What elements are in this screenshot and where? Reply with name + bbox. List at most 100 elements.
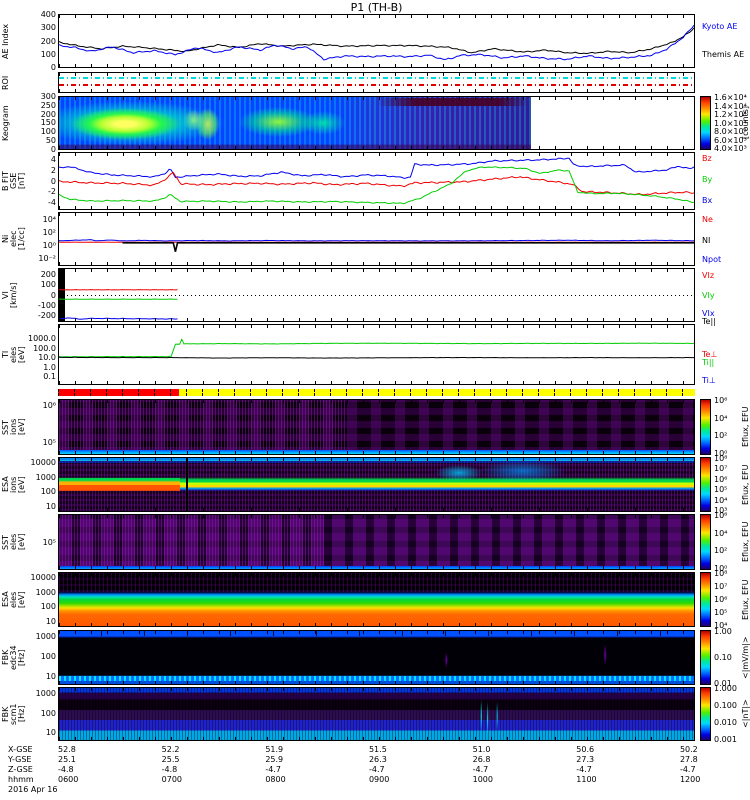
legend-label: NI — [702, 235, 711, 245]
sst-ions-yticks: 10⁶ 10⁵ — [26, 401, 56, 447]
keogram-dark-band — [376, 98, 529, 106]
esa-ions-ylabel: ESA ions [eV] — [1, 476, 26, 493]
plot-title: P1 (TH-B) — [350, 1, 403, 14]
fbk-bfield-colorbar-label: <|nT|> — [741, 699, 750, 729]
colorbar-tick: 1.000 — [714, 684, 737, 693]
fbk-efield-ytick: 10 — [45, 672, 56, 681]
keogram-ytick: 50 — [45, 136, 56, 146]
density-chart — [59, 239, 694, 252]
velocity-ytick: -100 — [37, 300, 56, 310]
fbk-efield-plot-area — [58, 630, 695, 685]
roi-line-red — [59, 83, 694, 86]
sst-electrons-colorbar-ticks: 10⁶ 10⁴ 10² 10⁰ — [714, 512, 744, 573]
esa-electrons-colorbar — [700, 572, 711, 627]
axis-tick-column: 50.2 27.8 -4.7 1200 — [680, 745, 712, 785]
zgse-value: -4.7 — [576, 765, 592, 774]
axis-row-labels: X-GSE Y-GSE Z-GSE hhmm 2016 Apr 16 — [8, 745, 57, 795]
ae-ytick: 300 — [40, 23, 56, 33]
temperature-ytick: 100.0 — [33, 343, 56, 353]
colorbar-tick: 0.01 — [714, 679, 732, 688]
colorbar-tick: 6.0×10³ — [714, 135, 747, 145]
ygse-value: 27.3 — [576, 755, 595, 764]
panel-ae-index: AE Index 400 300 200 100 0 Kyoto AE Themis AE — [0, 11, 750, 72]
keogram-ytick: 0 — [50, 144, 56, 154]
sst-ions-colorbar-ticks: 10⁶ 10⁴ 10² 10⁰ — [714, 397, 744, 458]
esa-electrons-ytick: 100 — [40, 602, 56, 612]
colorbar-tick: 10⁶ — [714, 474, 728, 484]
axis-tick-column: 51.5 26.3 -4.7 0900 — [369, 745, 401, 785]
esa-ions-data-gap — [186, 458, 188, 511]
sst-electrons-bottom-stripe — [59, 566, 694, 569]
legend-label: Te|| — [702, 316, 716, 326]
colorbar-gradient — [701, 688, 710, 740]
bfit-legend: Bz By Bx — [700, 152, 750, 210]
colorbar-tick: 1.6×10⁴ — [714, 93, 747, 102]
sst-ions-ytick: 10⁶ — [42, 401, 56, 410]
esa-electrons-colorbar-label: Eflux, EFU — [741, 579, 750, 620]
keogram-ytick: 100 — [40, 127, 56, 137]
fbk-bfield-colorbar-ticks: 1.000 0.100 0.010 0.001 — [714, 684, 744, 744]
esa-ions-yticks: 10000 1000 100 10 — [26, 459, 56, 511]
density-ylabel: Ni elec [1/cc] — [1, 227, 26, 251]
panel-sst-ions: SST ions [eV] 10⁶ 10⁵ 10⁶ 10⁴ 10² 10⁰ Eflux,… — [0, 397, 750, 458]
sst-electrons-plot-area — [58, 514, 695, 570]
colorbar-gradient — [701, 515, 710, 569]
xgse-value: 52.8 — [58, 745, 76, 754]
colorbar-gradient — [701, 631, 710, 684]
sst-ions-plot-area — [58, 399, 695, 455]
colorbar-tick: 10⁸ — [714, 569, 728, 578]
colorbar-tick: 1.00 — [714, 627, 732, 636]
legend-label: Ti⊥ — [702, 376, 716, 386]
esa-electrons-ylabel: ESA eles [eV] — [1, 591, 26, 608]
temperature-ytick: 0.1 — [43, 372, 56, 381]
temperature-legend: Te|| Te⊥ Ti|| Ti⊥ — [700, 317, 750, 386]
keogram-ytick: 250 — [40, 100, 56, 110]
velocity-start-bar — [59, 269, 65, 321]
colorbar-tick: 10⁴ — [714, 495, 728, 505]
hhmm-value: 1000 — [472, 775, 493, 784]
colorbar-gradient — [701, 400, 710, 454]
sst-ions-ylabel: SST ions [eV] — [1, 418, 26, 436]
legend-label: Te⊥ — [702, 349, 718, 359]
axis-date: 2016 Apr 16 — [8, 785, 58, 794]
fbk-bfield-ytick: 10 — [45, 728, 56, 737]
sst-ions-spectrogram — [59, 400, 694, 454]
temperature-plot-area — [58, 324, 695, 385]
axis-row-label: hhmm — [8, 775, 34, 784]
panel-sst-electrons: SST eles [eV] 10⁵ 10⁶ 10⁴ 10² 10⁰ Eflux, EF… — [0, 512, 750, 573]
esa-ions-plot-area — [58, 457, 695, 512]
legend-label: Ne — [702, 215, 713, 225]
legend-label: VIy — [702, 290, 715, 300]
xgse-value: 51.0 — [472, 745, 491, 754]
fbk-efield-yticks: 1000 100 10 — [26, 632, 56, 681]
legend-label: VIx — [702, 309, 715, 319]
axis-row-label: Z-GSE — [8, 765, 33, 774]
xgse-value: 51.5 — [368, 745, 387, 754]
velocity-yticks: 200 100 0 -100 -200 — [26, 271, 56, 320]
colorbar-gradient — [701, 573, 710, 626]
ae-ytick: 0 — [50, 63, 56, 72]
panel-density: Ni elec [1/cc] 10⁴ 10² 10⁰ 10⁻² Ne NI Npot — [0, 212, 750, 266]
esa-ions-colorbar — [700, 457, 711, 512]
axis-tick-column: 51.9 25.9 -4.7 0800 — [265, 745, 297, 785]
velocity-zero-line — [59, 295, 694, 296]
fbk-efield-ytick: 1000 — [35, 632, 56, 641]
ygse-value: 26.3 — [368, 755, 387, 764]
panel-fbk-bfield: FBK scm1 [Hz] 1000 100 10 1.000 0.100 0.010 0… — [0, 684, 750, 744]
axis-tick-column: 50.6 27.3 -4.7 1100 — [576, 745, 608, 785]
xgse-value: 50.2 — [679, 745, 698, 754]
fbk-bfield-ylabel: FBK scm1 [Hz] — [1, 703, 26, 725]
time-axis: X-GSE Y-GSE Z-GSE hhmm 2016 Apr 16 52.8 25.… — [0, 743, 750, 800]
keogram-yticks: 300 250 200 150 100 50 0 — [26, 93, 56, 154]
colorbar-tick: 4.0×10³ — [714, 144, 747, 153]
ygse-value: 25.9 — [265, 755, 284, 764]
colorbar-tick: 8.0×10³ — [714, 127, 747, 136]
hhmm-value: 0900 — [368, 775, 390, 784]
esa-electrons-yticks: 10000 1000 100 10 — [26, 574, 56, 626]
fbk-bfield-colorbar — [700, 687, 711, 741]
sst-ions-striping — [59, 400, 345, 454]
temperature-ytick: 1000.0 — [28, 334, 56, 343]
colorbar-tick: 10⁴ — [714, 621, 728, 630]
fbk-efield-ylabel: FBK edc34 [Hz] — [1, 645, 26, 670]
